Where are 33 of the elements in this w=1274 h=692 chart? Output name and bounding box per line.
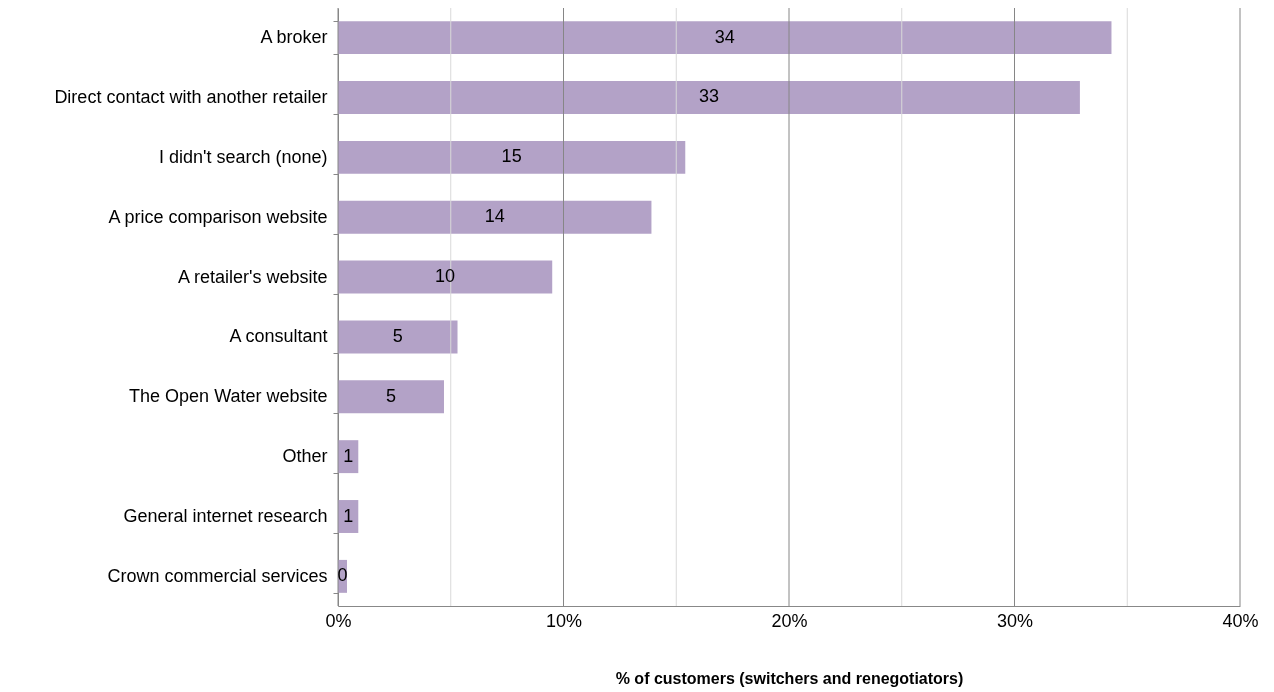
x-tick-label: 0% xyxy=(325,610,352,631)
x-tick-label: 10% xyxy=(545,610,583,631)
bar xyxy=(338,200,652,234)
y-tick-label: The Open Water website xyxy=(129,386,328,407)
data-label: 5 xyxy=(385,385,396,406)
y-tick-label: A consultant xyxy=(229,326,328,347)
y-tick-label: A retailer's website xyxy=(177,266,328,287)
data-label: 34 xyxy=(714,26,735,47)
y-tick-label: I didn't search (none) xyxy=(158,146,328,167)
x-axis-title: % of customers (switchers and renegotiators) xyxy=(615,669,964,687)
y-tick-label: A price comparison website xyxy=(108,206,328,227)
bar xyxy=(338,21,1112,55)
x-tick-label: 30% xyxy=(996,610,1034,631)
y-tick-label: Other xyxy=(282,446,328,467)
data-label: 14 xyxy=(484,206,505,227)
y-tick-label: A broker xyxy=(260,27,328,48)
data-label: 1 xyxy=(343,445,354,466)
data-label: 33 xyxy=(698,86,719,107)
y-tick-label: General internet research xyxy=(123,506,328,527)
data-label: 0 xyxy=(337,565,348,586)
bar xyxy=(338,320,458,354)
data-label: 15 xyxy=(501,146,522,167)
data-label: 5 xyxy=(392,325,403,346)
bar xyxy=(338,380,444,414)
bar xyxy=(338,260,553,294)
y-tick-label: Direct contact with another retailer xyxy=(54,86,328,107)
x-tick-label: 40% xyxy=(1222,610,1259,631)
y-tick-label: Crown commercial services xyxy=(107,565,328,586)
x-tick-label: 20% xyxy=(771,610,808,631)
data-label: 10 xyxy=(435,266,456,287)
bar xyxy=(338,140,686,174)
data-label: 1 xyxy=(343,505,354,526)
bar xyxy=(338,81,1080,114)
